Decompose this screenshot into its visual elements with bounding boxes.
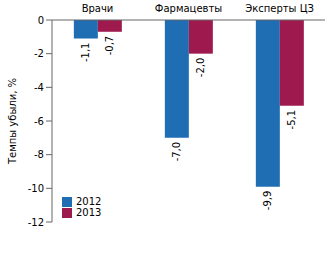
svg-text:Врачи: Врачи bbox=[82, 3, 114, 14]
svg-text:-8: -8 bbox=[34, 149, 44, 160]
svg-text:0: 0 bbox=[38, 15, 44, 26]
svg-text:-2: -2 bbox=[34, 48, 44, 59]
svg-text:Темпы убыли, %: Темпы убыли, % bbox=[8, 78, 18, 165]
svg-text:-7,0: -7,0 bbox=[171, 142, 182, 162]
svg-text:-9,9: -9,9 bbox=[262, 191, 273, 211]
svg-text:-5,1: -5,1 bbox=[286, 110, 297, 130]
html-text:2013: 2013 bbox=[76, 207, 102, 218]
svg-text:-6: -6 bbox=[34, 116, 44, 127]
svg-text:Эксперты ЦЗ: Эксперты ЦЗ bbox=[245, 3, 314, 14]
svg-text:-2,0: -2,0 bbox=[195, 58, 206, 78]
svg-text:Фармацевты: Фармацевты bbox=[155, 3, 222, 14]
svg-text:-10: -10 bbox=[28, 183, 44, 194]
svg-text:-0,7: -0,7 bbox=[104, 36, 115, 56]
svg-text:-4: -4 bbox=[34, 82, 44, 93]
html-text:2012: 2012 bbox=[76, 196, 102, 207]
svg-text:-12: -12 bbox=[28, 217, 44, 228]
svg-text:-1,1: -1,1 bbox=[80, 43, 91, 63]
